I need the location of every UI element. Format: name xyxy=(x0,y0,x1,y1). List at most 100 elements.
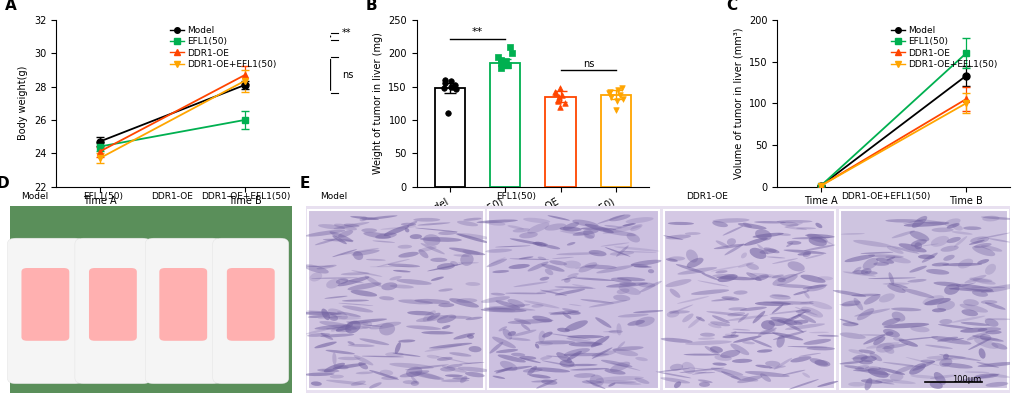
Ellipse shape xyxy=(607,383,614,387)
Ellipse shape xyxy=(633,310,664,313)
Ellipse shape xyxy=(976,259,988,264)
Ellipse shape xyxy=(753,221,786,224)
Ellipse shape xyxy=(446,364,463,368)
Ellipse shape xyxy=(867,368,888,378)
Ellipse shape xyxy=(756,244,767,254)
Ellipse shape xyxy=(942,354,948,359)
Ellipse shape xyxy=(980,245,1002,252)
Ellipse shape xyxy=(742,341,754,344)
Point xyxy=(442,83,459,90)
Ellipse shape xyxy=(565,320,587,331)
Ellipse shape xyxy=(429,343,472,349)
Ellipse shape xyxy=(776,278,785,282)
Ellipse shape xyxy=(639,281,661,293)
Bar xyxy=(839,210,1007,389)
Ellipse shape xyxy=(337,279,364,283)
Bar xyxy=(600,94,631,187)
Bar xyxy=(434,88,465,187)
Point xyxy=(492,60,508,66)
Ellipse shape xyxy=(951,231,972,235)
Ellipse shape xyxy=(504,293,546,294)
Point xyxy=(547,90,564,96)
Point xyxy=(447,85,464,92)
Ellipse shape xyxy=(397,245,412,249)
Ellipse shape xyxy=(872,336,884,345)
Ellipse shape xyxy=(864,378,871,390)
Ellipse shape xyxy=(551,257,574,259)
Ellipse shape xyxy=(467,334,474,339)
Ellipse shape xyxy=(844,254,874,262)
Ellipse shape xyxy=(862,258,877,270)
Ellipse shape xyxy=(839,304,859,306)
Ellipse shape xyxy=(585,380,605,389)
Ellipse shape xyxy=(864,366,880,371)
Ellipse shape xyxy=(972,278,991,282)
Ellipse shape xyxy=(385,352,404,357)
Ellipse shape xyxy=(532,242,547,246)
Ellipse shape xyxy=(781,271,805,280)
Ellipse shape xyxy=(419,246,436,252)
Ellipse shape xyxy=(665,235,691,239)
Ellipse shape xyxy=(480,308,526,312)
Ellipse shape xyxy=(481,296,510,303)
Ellipse shape xyxy=(411,376,418,384)
Ellipse shape xyxy=(513,281,547,287)
Ellipse shape xyxy=(534,343,539,349)
Ellipse shape xyxy=(713,244,746,249)
Ellipse shape xyxy=(877,368,904,375)
Point xyxy=(614,95,631,102)
Ellipse shape xyxy=(946,223,959,228)
Ellipse shape xyxy=(790,356,811,362)
Ellipse shape xyxy=(737,223,766,229)
Ellipse shape xyxy=(790,312,805,319)
Ellipse shape xyxy=(543,245,559,249)
Ellipse shape xyxy=(984,330,1001,334)
Ellipse shape xyxy=(984,382,1008,387)
Ellipse shape xyxy=(858,360,872,364)
Ellipse shape xyxy=(363,232,390,239)
Ellipse shape xyxy=(326,380,366,385)
Ellipse shape xyxy=(980,216,1014,220)
Ellipse shape xyxy=(510,238,542,245)
Ellipse shape xyxy=(852,355,867,362)
Ellipse shape xyxy=(596,265,633,274)
Ellipse shape xyxy=(669,289,680,298)
Ellipse shape xyxy=(497,355,526,362)
Ellipse shape xyxy=(934,358,952,361)
Ellipse shape xyxy=(463,218,481,221)
Ellipse shape xyxy=(304,264,328,274)
Ellipse shape xyxy=(668,304,693,314)
Ellipse shape xyxy=(483,307,516,312)
Point xyxy=(608,87,625,93)
Ellipse shape xyxy=(518,357,540,363)
Ellipse shape xyxy=(973,374,998,378)
Ellipse shape xyxy=(622,223,635,226)
Ellipse shape xyxy=(868,353,881,361)
Ellipse shape xyxy=(701,273,718,280)
Ellipse shape xyxy=(457,221,478,226)
Ellipse shape xyxy=(567,351,581,360)
Ellipse shape xyxy=(936,337,957,342)
Ellipse shape xyxy=(567,335,603,338)
Ellipse shape xyxy=(749,248,765,259)
Ellipse shape xyxy=(804,234,834,238)
Ellipse shape xyxy=(335,278,347,284)
Ellipse shape xyxy=(970,287,1005,288)
Point xyxy=(547,89,564,95)
Ellipse shape xyxy=(559,231,589,235)
Ellipse shape xyxy=(540,356,551,360)
Ellipse shape xyxy=(369,322,400,330)
Ellipse shape xyxy=(775,220,812,223)
Ellipse shape xyxy=(426,313,440,321)
Ellipse shape xyxy=(710,368,743,376)
Ellipse shape xyxy=(695,316,704,322)
Ellipse shape xyxy=(572,220,598,227)
Ellipse shape xyxy=(567,242,575,245)
Ellipse shape xyxy=(326,279,340,289)
Ellipse shape xyxy=(730,331,736,337)
Ellipse shape xyxy=(806,233,827,243)
Ellipse shape xyxy=(793,290,809,295)
Ellipse shape xyxy=(884,331,893,336)
Ellipse shape xyxy=(932,281,960,287)
Ellipse shape xyxy=(684,232,700,235)
